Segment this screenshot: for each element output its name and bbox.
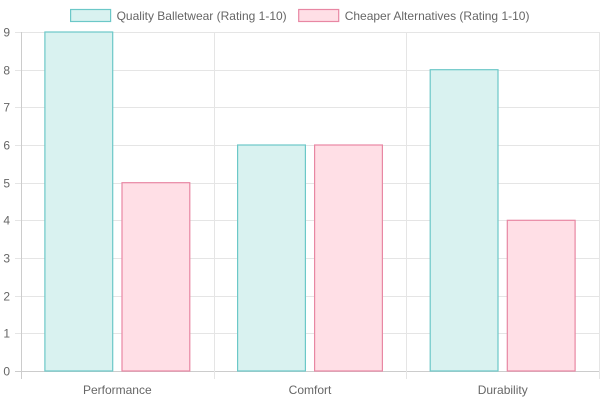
x-tick-label: Comfort bbox=[289, 383, 332, 397]
legend-swatch[interactable] bbox=[298, 8, 340, 23]
bar-quality-performance[interactable] bbox=[44, 31, 114, 372]
bar-cheaper-comfort[interactable] bbox=[314, 144, 384, 372]
y-tick-label: 8 bbox=[3, 64, 10, 78]
y-tick-label: 7 bbox=[3, 101, 10, 115]
y-tick-label: 1 bbox=[3, 327, 10, 341]
y-tick-label: 0 bbox=[3, 365, 10, 379]
legend-swatch[interactable] bbox=[69, 8, 112, 23]
legend-label[interactable]: Quality Balletwear (Rating 1-10) bbox=[117, 9, 287, 23]
x-tick-label: Durability bbox=[478, 383, 528, 397]
y-tick-label: 6 bbox=[3, 139, 10, 153]
bar-quality-durability[interactable] bbox=[429, 69, 499, 372]
bar-cheaper-durability[interactable] bbox=[506, 219, 576, 372]
axes: 0 1 2 3 4 5 6 7 8 9 Performance Comfort Durability bbox=[3, 26, 527, 398]
y-tick-label: 4 bbox=[3, 214, 10, 228]
y-tick-label: 3 bbox=[3, 252, 10, 266]
x-tick-label: Performance bbox=[83, 383, 152, 397]
y-tick-label: 9 bbox=[3, 26, 10, 40]
bar-quality-comfort[interactable] bbox=[237, 144, 307, 372]
legend[interactable]: Quality Balletwear (Rating 1-10) Cheaper … bbox=[69, 8, 530, 23]
legend-label[interactable]: Cheaper Alternatives (Rating 1-10) bbox=[345, 9, 530, 23]
y-tick-label: 5 bbox=[3, 177, 10, 191]
y-tick-label: 2 bbox=[3, 290, 10, 304]
bars bbox=[44, 31, 576, 372]
bar-cheaper-performance[interactable] bbox=[121, 182, 191, 372]
